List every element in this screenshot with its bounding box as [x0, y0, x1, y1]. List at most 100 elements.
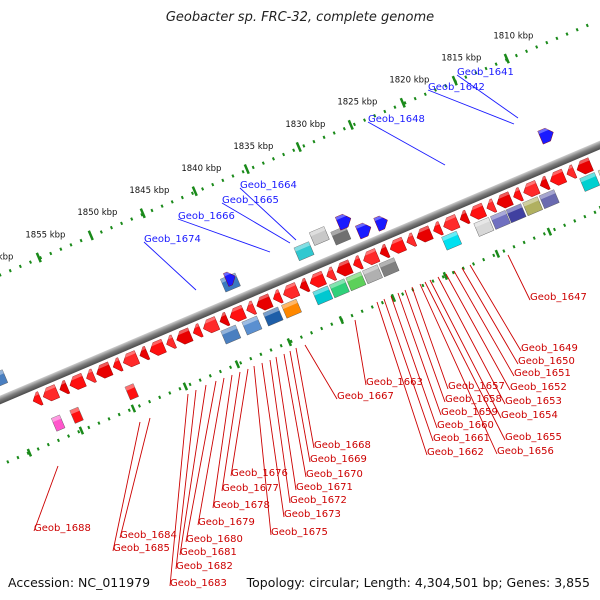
forward-gene — [373, 213, 388, 232]
gene-leader-line — [411, 286, 449, 390]
gene-label-group: Geob_1672 — [290, 495, 347, 506]
tick-mark — [347, 119, 354, 130]
tick-mark — [78, 426, 85, 435]
reverse-gene — [440, 214, 461, 232]
gene-label-group: Geob_1654 — [501, 410, 558, 421]
gene-label: Geob_1684 — [120, 530, 177, 541]
reverse-gene-box — [329, 278, 350, 299]
gene-label: Geob_1661 — [433, 433, 490, 444]
gene-label: Geob_1673 — [284, 509, 341, 520]
reverse-gene-box — [69, 406, 84, 424]
tick-mark — [451, 75, 458, 86]
gene-leader-line — [289, 350, 311, 463]
gene-label: Geob_1669 — [310, 454, 367, 465]
reverse-gene-box — [522, 196, 544, 217]
gene-label: Geob_1651 — [514, 368, 571, 379]
tick-mark — [26, 448, 33, 457]
gene-label: Geob_1676 — [231, 468, 288, 479]
reverse-gene — [147, 338, 167, 356]
gene-leader-line — [461, 267, 519, 365]
gene-label-group: Geob_1657 — [448, 381, 505, 392]
gene-leader-line — [179, 384, 207, 556]
gene-label: Geob_1672 — [290, 495, 347, 506]
gene-leader-line — [404, 289, 446, 403]
reverse-gene — [163, 334, 177, 349]
reverse-gene — [270, 289, 284, 304]
gene-label-group: Geob_1656 — [497, 446, 554, 457]
gene-leader-line — [175, 389, 197, 570]
reverse-gene — [360, 248, 381, 266]
gene-leader-line — [221, 202, 291, 244]
dotted-rings — [0, 22, 600, 467]
reverse-gene — [227, 304, 247, 322]
tick-mark — [234, 360, 241, 369]
gene-label: Geob_1664 — [240, 180, 297, 191]
reverse-gene — [137, 345, 151, 361]
gene-label-group: Geob_1655 — [505, 432, 562, 443]
gene-leader-line — [427, 89, 515, 125]
reverse-gene-box — [220, 324, 242, 345]
tick-label: 1820 kbp — [389, 76, 429, 86]
gene-label-group: Geob_1665 — [222, 195, 279, 206]
gene-leader-line — [143, 241, 197, 291]
reverse-gene — [414, 225, 434, 243]
topology-text: Topology: circular; Length: 4,304,501 bp… — [246, 575, 590, 590]
reverse-gene — [547, 168, 568, 186]
gene-leader-line — [456, 74, 519, 119]
gene-label: Geob_1663 — [366, 377, 423, 388]
tick-label: 1850 kbp — [77, 208, 117, 218]
reverse-gene — [510, 187, 524, 202]
gene-label: Geob_1660 — [437, 420, 494, 431]
tick-label: 1835 kbp — [233, 142, 273, 152]
kbp-tick: 1865 kbp — [26, 448, 33, 457]
gene-label: Geob_1647 — [530, 292, 587, 303]
reverse-gene — [93, 361, 114, 379]
reverse-gene — [40, 384, 61, 402]
gene-label-group: Geob_1678 — [213, 500, 270, 511]
reverse-gene-box — [124, 383, 139, 401]
tick-mark — [182, 382, 189, 391]
tick-label: 1840 kbp — [181, 164, 221, 174]
reverse-gene — [467, 202, 488, 220]
gene-label-group: Geob_1688 — [34, 523, 91, 534]
reverse-gene — [387, 236, 407, 254]
gene-label-group: Geob_1677 — [222, 483, 279, 494]
tick-label: 1815 kbp — [441, 53, 481, 63]
reverse-gene — [110, 357, 124, 372]
gene-leader-line — [376, 301, 428, 456]
gene-leader-line — [253, 365, 272, 536]
gene-label-group: Geob_1666 — [178, 211, 235, 222]
tick-label: 1830 kbp — [285, 120, 325, 130]
gene-label: Geob_1648 — [368, 114, 425, 125]
gene-leader-line — [269, 359, 291, 504]
reverse-gene — [173, 327, 194, 345]
tick-label: 1810 kbp — [493, 31, 533, 41]
gene-leader-line — [212, 374, 233, 509]
gene-label: Geob_1678 — [213, 500, 270, 511]
tick-mark — [35, 252, 42, 263]
kbp-tick: 1825 kbp — [337, 98, 449, 281]
gene-leader-line — [445, 273, 511, 391]
gene-label-group: Geob_1680 — [186, 534, 243, 545]
gene-leader-line — [304, 344, 338, 400]
reverse-gene — [280, 282, 301, 300]
gene-leader-line — [169, 393, 189, 587]
backbone-bar — [0, 125, 600, 420]
gene-leader-line — [275, 356, 297, 491]
tick-mark — [546, 227, 553, 236]
gene-label: Geob_1666 — [178, 211, 235, 222]
tick-mark — [442, 271, 449, 281]
gene-label-group: Geob_1676 — [231, 468, 288, 479]
gene-label-group: Geob_1675 — [271, 527, 328, 538]
forward-gene-box — [293, 241, 315, 262]
gene-label-group: Geob_1674 — [144, 234, 201, 245]
gene-label: Geob_1682 — [176, 561, 233, 572]
gene-label-group: Geob_1684 — [120, 530, 177, 541]
gene-leader-line — [437, 276, 506, 405]
gene-label: Geob_1650 — [518, 356, 575, 367]
gene-label: Geob_1641 — [457, 67, 514, 78]
gene-label-group: Geob_1667 — [337, 391, 394, 402]
tick-mark — [243, 163, 250, 175]
gene-leader-line — [383, 298, 434, 442]
tick-label: 1825 kbp — [337, 98, 377, 108]
